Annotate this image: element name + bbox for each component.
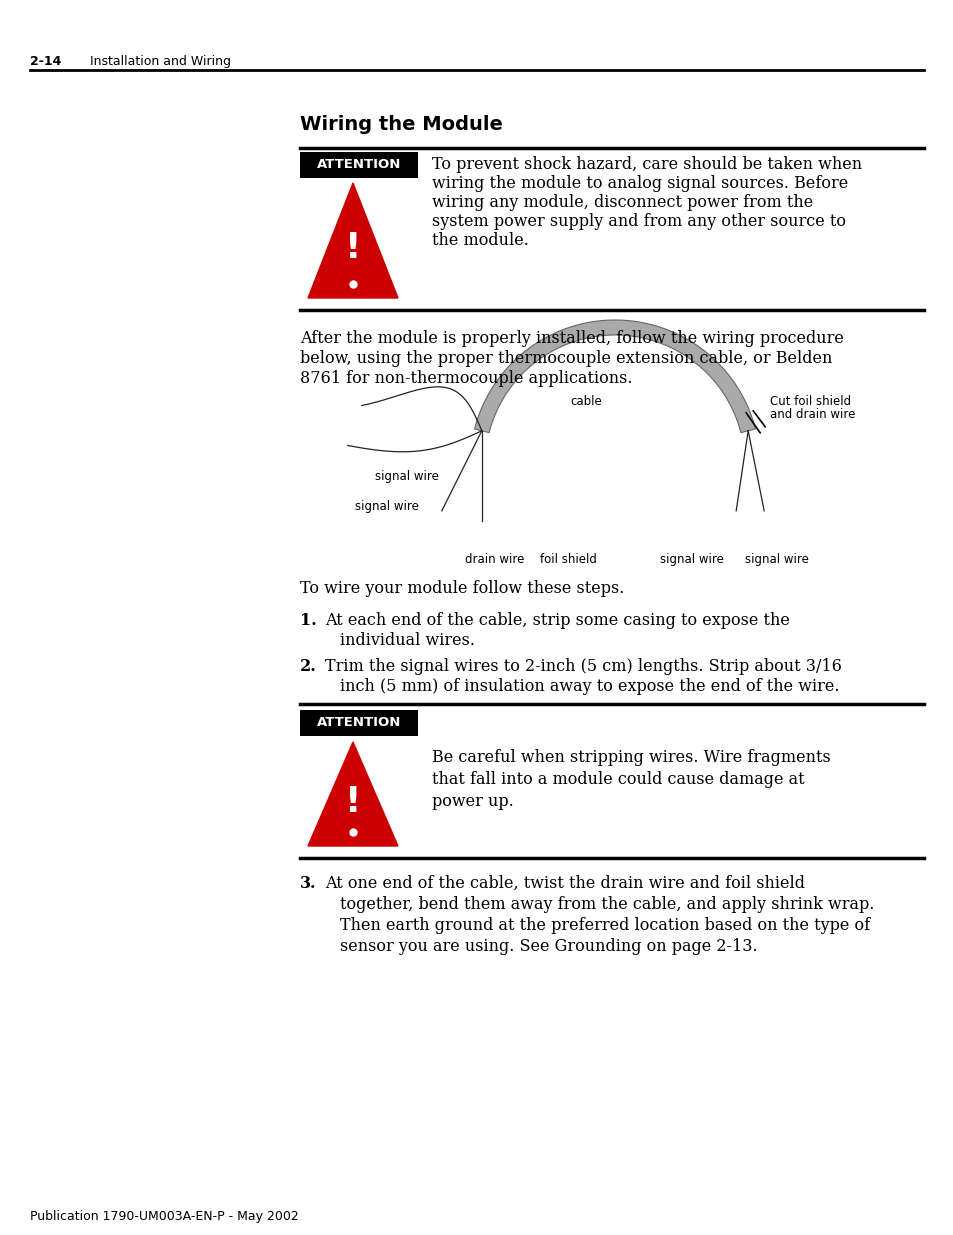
- Polygon shape: [308, 183, 397, 298]
- Text: Then earth ground at the preferred location based on the type of: Then earth ground at the preferred locat…: [339, 918, 869, 934]
- Text: At each end of the cable, strip some casing to expose the: At each end of the cable, strip some cas…: [325, 613, 789, 629]
- Text: and drain wire: and drain wire: [769, 408, 855, 421]
- Text: !: !: [344, 785, 361, 819]
- Text: cable: cable: [569, 395, 601, 408]
- Polygon shape: [474, 320, 755, 432]
- Text: power up.: power up.: [432, 793, 514, 810]
- Text: individual wires.: individual wires.: [339, 632, 475, 650]
- Text: inch (5 mm) of insulation away to expose the end of the wire.: inch (5 mm) of insulation away to expose…: [339, 678, 839, 695]
- Text: signal wire: signal wire: [659, 553, 723, 566]
- Text: wiring any module, disconnect power from the: wiring any module, disconnect power from…: [432, 194, 812, 211]
- Polygon shape: [308, 742, 397, 846]
- Text: 2.: 2.: [299, 658, 316, 676]
- Text: After the module is properly installed, follow the wiring procedure: After the module is properly installed, …: [299, 330, 843, 347]
- Text: To wire your module follow these steps.: To wire your module follow these steps.: [299, 580, 623, 597]
- Text: Publication 1790-UM003A-EN-P - May 2002: Publication 1790-UM003A-EN-P - May 2002: [30, 1210, 298, 1223]
- Text: 8761 for non-thermocouple applications.: 8761 for non-thermocouple applications.: [299, 370, 632, 387]
- Text: signal wire: signal wire: [375, 471, 438, 483]
- Bar: [299, 710, 417, 736]
- Text: Trim the signal wires to 2-inch (5 cm) lengths. Strip about 3/16: Trim the signal wires to 2-inch (5 cm) l…: [325, 658, 841, 676]
- Text: Installation and Wiring: Installation and Wiring: [90, 56, 231, 68]
- Text: 1.: 1.: [299, 613, 316, 629]
- Text: signal wire: signal wire: [744, 553, 808, 566]
- Text: sensor you are using. See Grounding on page 2-13.: sensor you are using. See Grounding on p…: [339, 939, 757, 955]
- Text: Wiring the Module: Wiring the Module: [299, 115, 502, 135]
- Text: wiring the module to analog signal sources. Before: wiring the module to analog signal sourc…: [432, 175, 847, 191]
- Text: below, using the proper thermocouple extension cable, or Belden: below, using the proper thermocouple ext…: [299, 350, 832, 367]
- Text: the module.: the module.: [432, 232, 528, 249]
- Text: foil shield: foil shield: [539, 553, 597, 566]
- Bar: [299, 152, 417, 178]
- Text: !: !: [344, 231, 361, 266]
- Text: ATTENTION: ATTENTION: [316, 158, 401, 172]
- Text: Be careful when stripping wires. Wire fragments: Be careful when stripping wires. Wire fr…: [432, 748, 830, 766]
- Text: Cut foil shield: Cut foil shield: [769, 395, 850, 408]
- Text: 3.: 3.: [299, 876, 316, 892]
- Text: system power supply and from any other source to: system power supply and from any other s…: [432, 212, 845, 230]
- Text: 2-14: 2-14: [30, 56, 61, 68]
- Text: At one end of the cable, twist the drain wire and foil shield: At one end of the cable, twist the drain…: [325, 876, 804, 892]
- Text: signal wire: signal wire: [355, 500, 418, 513]
- Text: that fall into a module could cause damage at: that fall into a module could cause dama…: [432, 771, 803, 788]
- Text: drain wire: drain wire: [464, 553, 524, 566]
- Text: ATTENTION: ATTENTION: [316, 716, 401, 730]
- Text: together, bend them away from the cable, and apply shrink wrap.: together, bend them away from the cable,…: [339, 897, 874, 913]
- Text: To prevent shock hazard, care should be taken when: To prevent shock hazard, care should be …: [432, 156, 862, 173]
